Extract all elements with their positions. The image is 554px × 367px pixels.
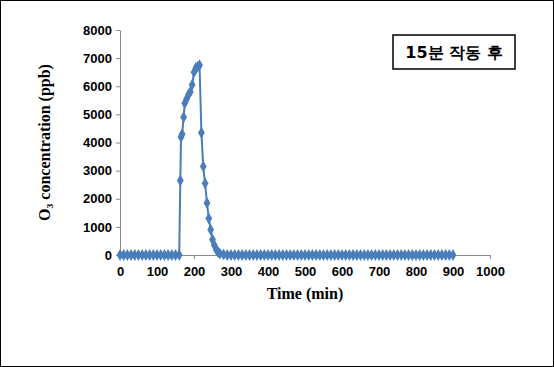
y-tick-label: 6000 xyxy=(83,79,112,94)
y-tick-label: 4000 xyxy=(83,135,112,150)
y-tick-mark xyxy=(116,171,120,172)
plot: 0 100 200 300 400 500 600 700 800 900 1000 0 1000 200… xyxy=(83,23,505,280)
marker xyxy=(196,59,203,71)
marker xyxy=(450,249,457,261)
y-tick-mark xyxy=(116,58,120,59)
marker xyxy=(204,197,211,209)
annotation-text: 15분 작동 후 xyxy=(405,43,502,62)
y-axis-line xyxy=(120,31,121,256)
x-tick-mark xyxy=(490,255,491,259)
y-tick: 1000 xyxy=(83,220,120,235)
line xyxy=(120,65,453,255)
x-tick-label: 0 xyxy=(117,264,124,279)
x-tick-label: 200 xyxy=(184,264,206,279)
marker xyxy=(176,249,183,261)
y-tick-label: 1000 xyxy=(83,220,112,235)
x-tick-label: 1000 xyxy=(476,264,505,279)
y-tick: 5000 xyxy=(83,107,120,122)
marker xyxy=(205,213,212,225)
x-tick-label: 100 xyxy=(147,264,169,279)
y-tick: 8000 xyxy=(83,23,120,38)
annotation-box xyxy=(393,35,515,69)
y-tick-label: 7000 xyxy=(83,51,112,66)
series xyxy=(117,59,457,261)
x-tick-label: 900 xyxy=(443,264,465,279)
x-tick-label: 400 xyxy=(258,264,280,279)
marker xyxy=(180,111,187,123)
x-axis-title: Time (min) xyxy=(267,285,344,303)
y-tick-mark xyxy=(116,227,120,228)
marker xyxy=(189,79,196,91)
y-tick: 4000 xyxy=(83,135,120,150)
y-tick: 6000 xyxy=(83,79,120,94)
y-tick-label: 5000 xyxy=(83,107,112,122)
x-tick-label: 500 xyxy=(295,264,317,279)
x-tick-label: 800 xyxy=(406,264,428,279)
chart: 0 100 200 300 400 500 600 700 800 900 1000 0 1000 200… xyxy=(0,0,554,367)
y-tick-mark xyxy=(116,30,120,31)
marker xyxy=(177,175,184,187)
marker xyxy=(198,127,205,139)
y-tick: 2000 xyxy=(83,191,120,206)
x-tick: 200 xyxy=(184,255,206,279)
marker xyxy=(179,128,186,140)
x-tick: 1000 xyxy=(476,255,505,279)
y-tick-label: 2000 xyxy=(83,191,112,206)
y-tick-mark xyxy=(116,86,120,87)
y-tick-label: 0 xyxy=(105,248,112,263)
x-tick-label: 300 xyxy=(221,264,243,279)
y-tick-label: 3000 xyxy=(83,163,112,178)
y-tick-mark xyxy=(116,199,120,200)
y-tick: 7000 xyxy=(83,51,120,66)
y-tick: 3000 xyxy=(83,163,120,178)
x-tick-label: 700 xyxy=(369,264,391,279)
x-tick-mark xyxy=(194,255,195,259)
y-tick-label: 8000 xyxy=(83,23,112,38)
y-axis: 0 1000 2000 3000 4000 5000 6000 7000 8000 xyxy=(83,23,120,263)
marker xyxy=(202,177,209,189)
y-tick-mark xyxy=(116,114,120,115)
x-tick-label: 600 xyxy=(332,264,354,279)
frame xyxy=(1,1,554,367)
marker xyxy=(207,224,214,236)
y-axis-title: O₃ concentration (ppb) xyxy=(36,64,54,221)
marker xyxy=(200,161,207,173)
y-tick-mark xyxy=(116,143,120,144)
annotation: 15분 작동 후 xyxy=(393,35,515,69)
